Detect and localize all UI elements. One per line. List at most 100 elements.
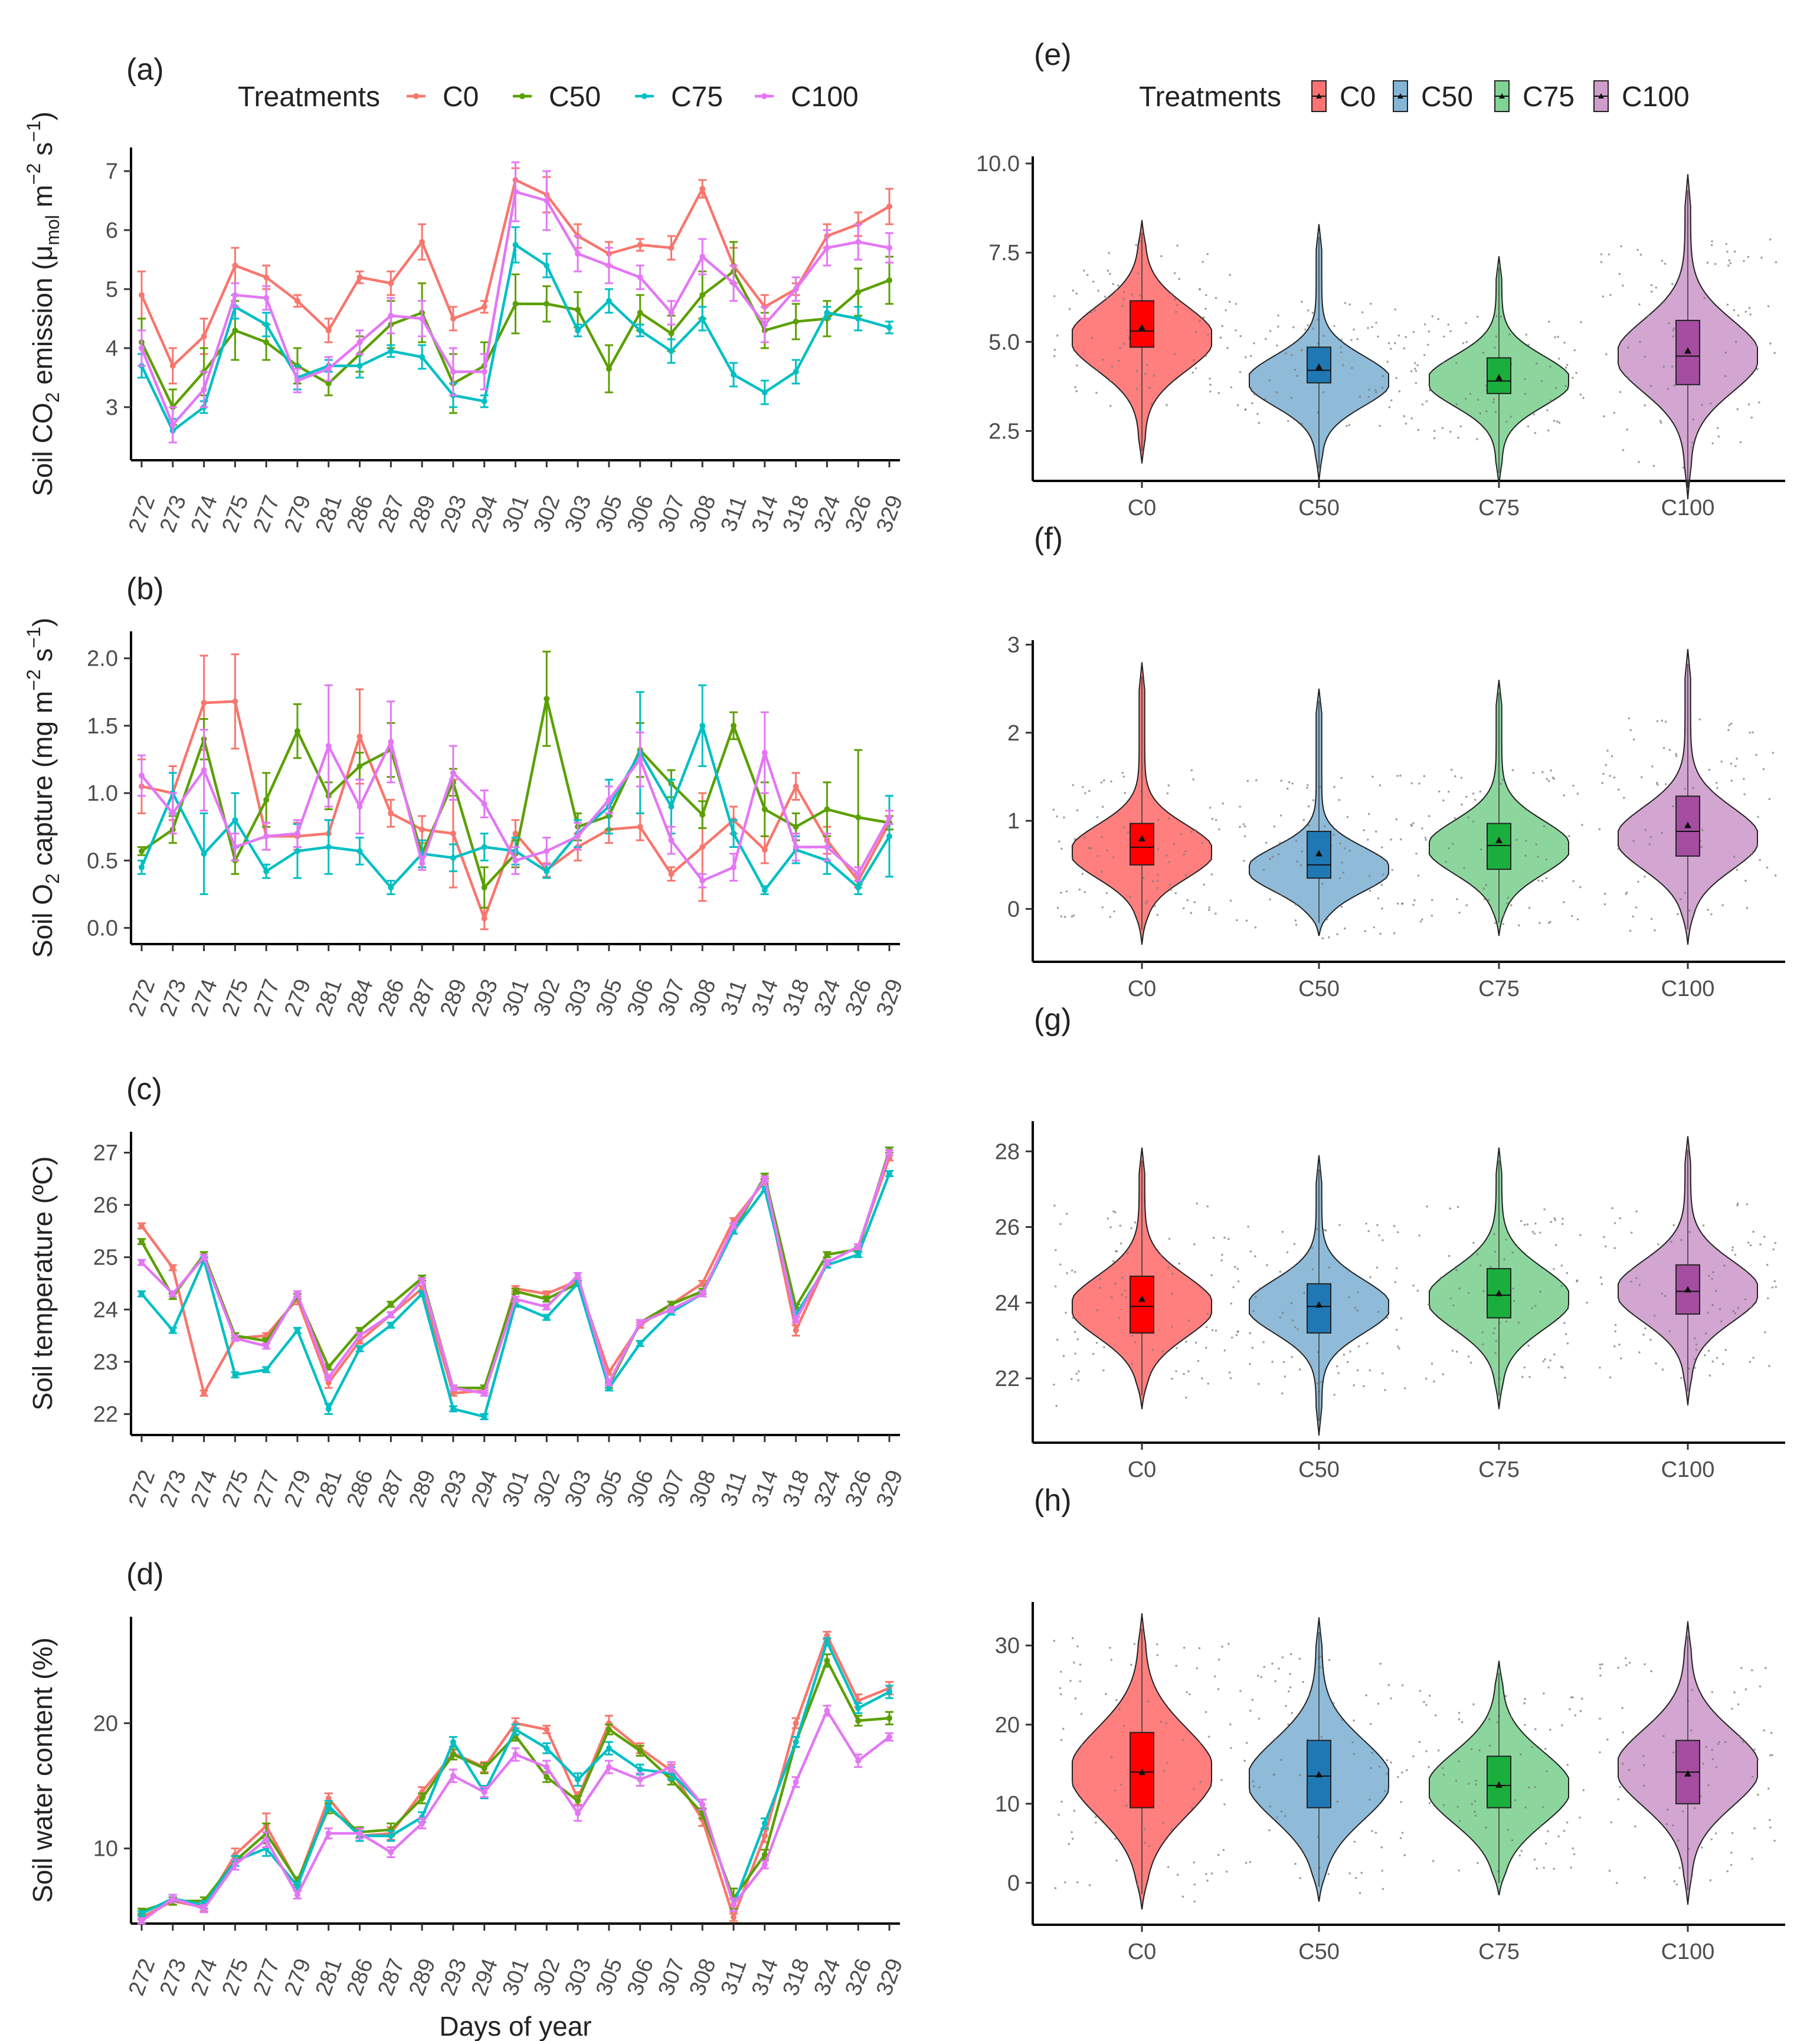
jitter-point-C0 bbox=[1156, 1654, 1158, 1656]
jitter-point-C100 bbox=[1672, 1824, 1674, 1827]
series-line-C100 bbox=[140, 1709, 891, 1922]
jitter-point-C100 bbox=[1711, 1748, 1714, 1751]
data-point-C100 bbox=[575, 1810, 581, 1817]
data-point-C100 bbox=[699, 877, 706, 884]
jitter-point-C75 bbox=[1547, 1366, 1550, 1369]
violin-C100-g bbox=[1599, 1136, 1778, 1406]
data-point-C0 bbox=[793, 783, 799, 789]
jitter-point-C75 bbox=[1425, 838, 1427, 841]
data-point-C0 bbox=[450, 830, 456, 837]
jitter-point-C0 bbox=[1197, 1359, 1200, 1362]
jitter-point-C0 bbox=[1101, 836, 1104, 838]
x-tick-label-c: 318 bbox=[778, 1467, 814, 1511]
series-line-C0 bbox=[140, 1157, 891, 1395]
jitter-point-C100 bbox=[1632, 840, 1635, 843]
legend-title: Treatments bbox=[238, 81, 380, 113]
series-line-C0 bbox=[141, 700, 891, 920]
jitter-point-C0 bbox=[1073, 1331, 1076, 1334]
mean-marker-C75 bbox=[1495, 1781, 1503, 1788]
jitter-point-C100 bbox=[1701, 404, 1703, 407]
jitter-point-C75 bbox=[1524, 378, 1526, 381]
jitter-point-C100 bbox=[1601, 1663, 1603, 1666]
jitter-point-C0 bbox=[1072, 914, 1075, 917]
jitter-point-C0 bbox=[1215, 912, 1217, 915]
jitter-point-C75 bbox=[1441, 427, 1444, 430]
jitter-point-C100 bbox=[1647, 314, 1649, 317]
jitter-point-C0 bbox=[1193, 1788, 1195, 1791]
data-point-C75 bbox=[544, 1314, 550, 1321]
data-point-C50 bbox=[699, 292, 706, 298]
jitter-point-C50 bbox=[1307, 784, 1309, 787]
jitter-point-C75 bbox=[1566, 1821, 1569, 1824]
jitter-point-C50 bbox=[1359, 1892, 1361, 1895]
jitter-point-C100 bbox=[1621, 1706, 1623, 1709]
y-axis-title-part: −1 bbox=[23, 120, 44, 142]
jitter-point-C50 bbox=[1378, 1234, 1380, 1237]
jitter-point-C50 bbox=[1379, 424, 1381, 427]
jitter-point-C75 bbox=[1523, 1366, 1526, 1369]
jitter-point-C100 bbox=[1630, 1280, 1632, 1283]
x-tick-label-c: 329 bbox=[872, 1467, 908, 1511]
jitter-point-C50 bbox=[1269, 898, 1271, 901]
jitter-point-C0 bbox=[1148, 386, 1151, 389]
jitter-point-C50 bbox=[1239, 335, 1242, 338]
jitter-point-C100 bbox=[1771, 1286, 1774, 1289]
x-tick-label-a: 294 bbox=[467, 492, 503, 536]
jitter-point-C75 bbox=[1415, 370, 1418, 372]
line-legend: Treatments C0 C50 C75 C100 bbox=[238, 81, 859, 113]
x-tick-label-d: 311 bbox=[716, 1956, 752, 1998]
jitter-point-C50 bbox=[1403, 415, 1406, 417]
jitter-point-C0 bbox=[1053, 1640, 1056, 1642]
jitter-point-C75 bbox=[1492, 398, 1495, 401]
jitter-point-C50 bbox=[1286, 787, 1289, 790]
jitter-point-C75 bbox=[1564, 366, 1567, 369]
jitter-point-C75 bbox=[1511, 1839, 1514, 1842]
jitter-point-C0 bbox=[1181, 1895, 1184, 1898]
jitter-point-C0 bbox=[1157, 873, 1159, 876]
jitter-point-C100 bbox=[1614, 1330, 1617, 1333]
mean-marker-C100 bbox=[1684, 1770, 1691, 1777]
x-tick-label-a: 307 bbox=[654, 492, 690, 536]
jitter-point-C100 bbox=[1625, 893, 1628, 895]
jitter-point-C75 bbox=[1570, 1866, 1572, 1869]
jitter-point-C0 bbox=[1068, 1843, 1070, 1845]
data-point-C100 bbox=[294, 830, 300, 837]
jitter-point-C100 bbox=[1644, 1327, 1646, 1330]
jitter-point-C0 bbox=[1201, 1377, 1203, 1380]
y-tick-label-a: 4 bbox=[106, 336, 118, 361]
jitter-point-C75 bbox=[1562, 1217, 1564, 1220]
jitter-point-C75 bbox=[1494, 411, 1497, 414]
jitter-point-C75 bbox=[1525, 808, 1528, 811]
jitter-point-C0 bbox=[1221, 1645, 1223, 1648]
jitter-point-C75 bbox=[1488, 899, 1490, 901]
jitter-point-C50 bbox=[1393, 932, 1396, 935]
jitter-point-C50 bbox=[1284, 1814, 1287, 1817]
jitter-point-C0 bbox=[1171, 1377, 1173, 1380]
jitter-point-C100 bbox=[1734, 1312, 1737, 1315]
data-point-C100 bbox=[201, 1254, 207, 1260]
jitter-point-C50 bbox=[1377, 897, 1380, 900]
jitter-point-C0 bbox=[1212, 1236, 1215, 1239]
data-point-C75 bbox=[388, 1833, 394, 1839]
jitter-point-C75 bbox=[1479, 412, 1482, 415]
jitter-point-C50 bbox=[1307, 805, 1310, 808]
jitter-point-C50 bbox=[1348, 1872, 1351, 1875]
jitter-point-C100 bbox=[1718, 1308, 1721, 1311]
jitter-point-C100 bbox=[1613, 411, 1616, 414]
violin-legend: Treatments C0 C50 C75 C100 bbox=[1139, 80, 1690, 113]
jitter-point-C0 bbox=[1156, 913, 1159, 916]
jitter-point-C50 bbox=[1245, 1742, 1248, 1744]
jitter-point-C75 bbox=[1428, 1765, 1430, 1768]
jitter-point-C0 bbox=[1107, 270, 1109, 272]
jitter-point-C75 bbox=[1543, 825, 1546, 827]
jitter-point-C0 bbox=[1148, 1845, 1151, 1847]
jitter-point-C0 bbox=[1217, 1853, 1220, 1856]
jitter-point-C0 bbox=[1156, 887, 1159, 889]
jitter-point-C75 bbox=[1553, 1868, 1556, 1870]
jitter-point-C0 bbox=[1106, 297, 1109, 299]
jitter-point-C75 bbox=[1572, 1696, 1575, 1699]
series-line-C0 bbox=[140, 1634, 890, 1919]
jitter-point-C75 bbox=[1455, 362, 1458, 364]
jitter-point-C100 bbox=[1750, 1669, 1753, 1672]
